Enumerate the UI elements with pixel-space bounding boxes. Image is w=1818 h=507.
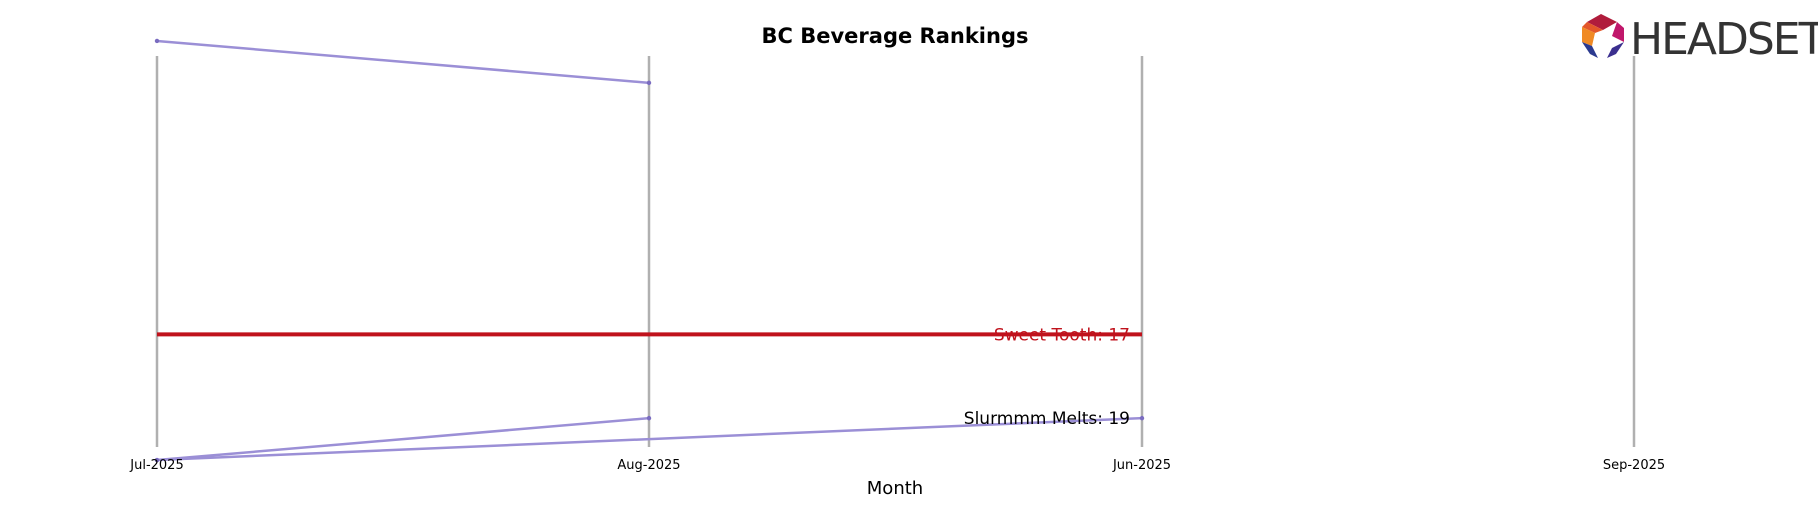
x-axis-label: Month	[867, 478, 923, 499]
headset-logo: HEADSET	[1582, 14, 1818, 65]
x-tick-labels: Jul-2025 Aug-2025 Jun-2025 Sep-2025	[129, 458, 1665, 473]
series-end-label: Slurmmm Melts: 19	[964, 409, 1130, 429]
series-line	[156, 416, 650, 462]
data-point	[154, 38, 160, 44]
data-point	[646, 80, 652, 86]
headset-logo-mark-icon	[1582, 14, 1624, 58]
data-point	[1139, 415, 1145, 421]
headset-logo-text: HEADSET	[1630, 14, 1818, 65]
x-tick-label: Aug-2025	[617, 458, 680, 473]
end-labels: Slurmmm Melts: 19 Sweet Tooth: 17	[964, 325, 1130, 429]
series-lines	[154, 38, 1145, 463]
data-point	[646, 415, 652, 421]
x-tick-label: Jun-2025	[1112, 458, 1171, 473]
series-line-slurmmm-melts	[156, 416, 1143, 462]
series-end-label: Sweet Tooth: 17	[994, 325, 1130, 345]
data-point	[154, 457, 160, 463]
x-tick-label: Sep-2025	[1603, 458, 1665, 473]
chart-title: BC Beverage Rankings	[762, 24, 1029, 48]
x-tick-label: Jul-2025	[129, 458, 183, 473]
x-gridlines	[155, 56, 1636, 447]
series-line	[156, 39, 650, 85]
